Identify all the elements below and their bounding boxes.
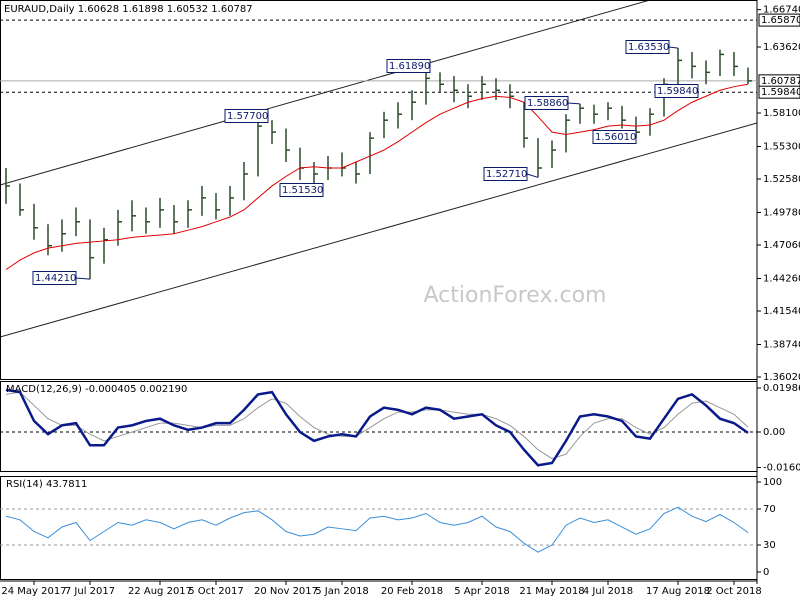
rsi-title: RSI(14) 43.7811 <box>6 479 87 490</box>
price-level-box <box>758 85 800 99</box>
annotation-box <box>524 96 569 110</box>
x-tick-label: 20 Nov 2017 <box>254 586 318 597</box>
x-tick-label: 22 Aug 2017 <box>128 586 192 597</box>
chart-title: EURAUD,Daily 1.60628 1.61898 1.60532 1.6… <box>4 4 253 15</box>
x-tick-label: 5 Apr 2018 <box>454 586 509 597</box>
y-tick-label: 0.019869 <box>763 383 800 394</box>
x-tick-label: 7 Jul 2017 <box>65 586 115 597</box>
x-tick-label: 5 Oct 2017 <box>188 586 243 597</box>
annotation-label: 1.59840 <box>657 86 698 97</box>
annotation-label: 1.58860 <box>527 98 568 109</box>
rsi-line <box>5 506 749 553</box>
price-level-label: 1.65870 <box>761 15 800 26</box>
x-tick-label: 2 Oct 2018 <box>706 586 761 597</box>
x-tick-label: 17 Aug 2018 <box>646 586 710 597</box>
y-tick-label: 30 <box>763 540 776 551</box>
macd-line <box>5 388 749 467</box>
x-tick-label: 4 Jul 2018 <box>583 586 633 597</box>
annotation-label: 1.57700 <box>227 111 268 122</box>
annotation-label: 1.52710 <box>486 169 527 180</box>
y-tick-label: 1.58100 <box>763 108 800 119</box>
y-tick-label: 1.44260 <box>763 273 800 284</box>
annotation-box <box>592 130 637 144</box>
annotation-box <box>32 271 77 285</box>
annotation-label: 1.56010 <box>595 132 636 143</box>
x-tick-label: 21 May 2018 <box>519 586 584 597</box>
annotation-leader <box>668 46 679 49</box>
annotation-box <box>224 109 269 123</box>
y-tick-label: 1.52580 <box>763 174 800 185</box>
y-tick-label: 70 <box>763 504 776 515</box>
watermark: ActionForex.com <box>424 283 607 308</box>
annotation-box <box>654 84 699 98</box>
y-tick-label: 1.63620 <box>763 42 800 53</box>
macd-signal <box>5 391 749 460</box>
price-level-label: 1.59840 <box>761 87 800 98</box>
y-tick-label: 0.00 <box>763 427 785 438</box>
annotation-box <box>483 167 528 181</box>
y-tick-label: 1.47060 <box>763 240 800 251</box>
x-tick-label: 5 Jan 2018 <box>315 586 369 597</box>
y-tick-label: 1.41540 <box>763 306 800 317</box>
annotation-label: 1.63530 <box>628 42 669 53</box>
annotation-leader <box>567 102 581 105</box>
y-tick-label: 1.38740 <box>763 339 800 350</box>
channel-lower <box>0 122 758 338</box>
y-tick-label: 100 <box>763 477 782 488</box>
annotation-leader <box>75 277 91 280</box>
x-tick-label: 24 May 2017 <box>1 586 66 597</box>
annotation-box <box>279 183 324 197</box>
y-tick-label: 0 <box>763 567 769 578</box>
price-level-label: 1.60787 <box>761 76 800 87</box>
y-tick-label: 1.66740 <box>763 5 800 16</box>
x-tick-label: 20 Feb 2018 <box>381 586 443 597</box>
y-tick-label: -0.01603 <box>763 463 800 474</box>
annotation-leader <box>526 173 539 178</box>
moving-average <box>5 83 749 271</box>
annotation-label: 1.61890 <box>389 61 430 72</box>
y-tick-label: 1.49780 <box>763 207 800 218</box>
macd-title: MACD(12,26,9) -0.000405 0.002190 <box>6 384 187 395</box>
price-level-box <box>758 13 800 27</box>
annotation-label: 1.44210 <box>35 273 76 284</box>
annotation-box <box>386 59 431 73</box>
annotation-label: 1.51530 <box>282 185 323 196</box>
annotation-box <box>625 40 670 54</box>
y-tick-label: 1.55300 <box>763 141 800 152</box>
